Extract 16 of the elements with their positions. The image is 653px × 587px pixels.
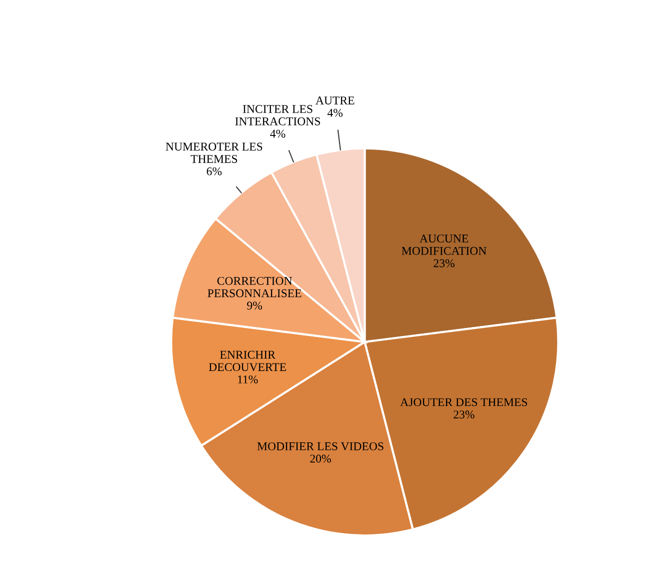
slice-label: NUMEROTER LES THEMES	[166, 142, 262, 163]
data-label: 23%	[434, 259, 454, 268]
data-label: 20%	[310, 454, 331, 463]
slice-label: AUTRE	[316, 96, 354, 104]
data-label: 6%	[206, 167, 222, 176]
data-label: 4%	[270, 130, 286, 138]
data-label: 4%	[327, 108, 343, 117]
data-label: 9%	[247, 302, 262, 310]
data-label: 11%	[238, 375, 258, 384]
slice-label: MODIFIER LES VIDEOS	[257, 442, 384, 450]
slice-label: AJOUTER DES THEMES	[400, 398, 528, 406]
data-label: 23%	[454, 410, 474, 419]
slice-label: INCITER LES INTERACTIONS	[235, 105, 320, 126]
slice-label: AUCUNE MODIFICATION	[402, 234, 486, 255]
slice-label: CORRECTION PERSONNALISEE	[208, 276, 302, 298]
slice-label: ENRICHIR DECOUVERTE	[208, 350, 286, 372]
